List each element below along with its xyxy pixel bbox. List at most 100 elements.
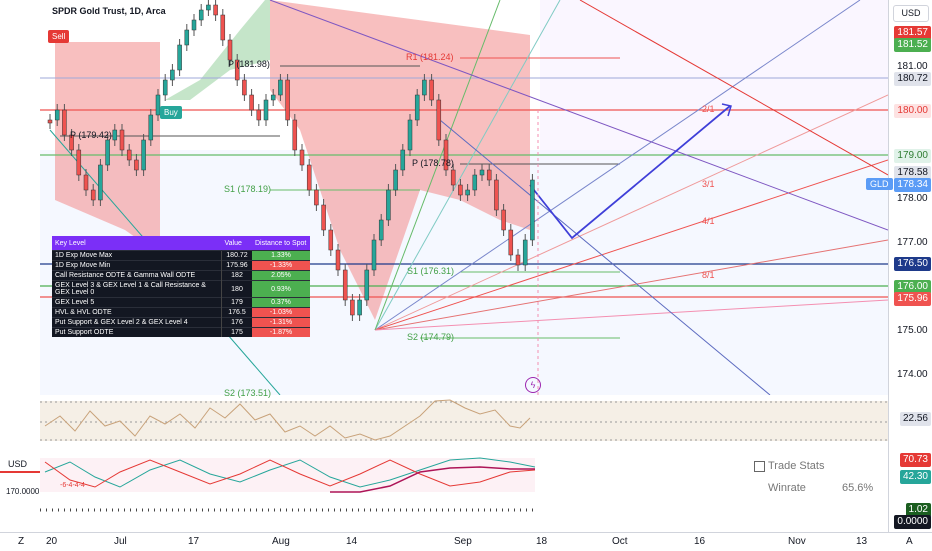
- time-label: Nov: [788, 536, 806, 547]
- signal-dots-pane[interactable]: [0, 500, 888, 532]
- candle-body: [62, 109, 67, 136]
- indicator-pane[interactable]: USD 170.0000 -6-4-4-4 Trade Stats Winrat…: [0, 452, 888, 500]
- candle-body: [234, 59, 240, 81]
- candle-body: [357, 299, 362, 316]
- key-level-distance: -1.33%: [252, 260, 310, 271]
- candle-body: [220, 14, 226, 41]
- key-level-row: HVL & HVL ODTE 176.5 -1.03%: [52, 307, 310, 318]
- key-level-value: 180: [221, 280, 252, 298]
- buy-signal-badge: Buy: [160, 106, 182, 119]
- candle-body: [386, 189, 391, 221]
- key-level-row: GEX Level 3 & GEX Level 1 & Call Resista…: [52, 280, 310, 298]
- time-label: Jul: [114, 536, 127, 547]
- key-level-distance: 2.05%: [252, 270, 310, 281]
- candle-body: [148, 114, 154, 141]
- key-level-distance: -1.31%: [252, 317, 310, 328]
- candle-body: [155, 94, 161, 116]
- time-label: Aug: [272, 536, 290, 547]
- sell-signal-badge: Sell: [48, 30, 70, 43]
- price-label: 22.56: [899, 412, 931, 426]
- trade-stats-title: Trade Stats: [768, 460, 825, 472]
- candle-body: [530, 179, 535, 241]
- candle-body: [213, 4, 218, 16]
- candle-body: [479, 169, 485, 176]
- candle-body: [350, 299, 355, 316]
- zoom-icon[interactable]: Z: [18, 536, 25, 547]
- indicator-left-value: 170.0000: [6, 487, 40, 496]
- candle-body: [112, 129, 118, 141]
- key-level-label: Put Support ODTE: [52, 327, 222, 337]
- price-label: 179.00: [894, 149, 931, 163]
- candle-body: [400, 149, 406, 171]
- key-level-distance: -1.87%: [252, 327, 310, 337]
- header-value: Value: [221, 236, 252, 251]
- pivot-label-3: P (178.78): [412, 158, 454, 168]
- time-label: 20: [46, 536, 58, 547]
- key-level-distance: 1.33%: [252, 250, 310, 261]
- auto-scale-button[interactable]: A: [906, 536, 913, 547]
- candle-body: [270, 94, 276, 101]
- candle-body: [335, 249, 341, 271]
- candle-body: [314, 189, 319, 206]
- price-label: 178.58: [894, 166, 931, 180]
- candle-body: [134, 159, 139, 171]
- time-axis[interactable]: Z 20 Jul 17 Aug 14 Sep 18 Oct 16 Nov 13 …: [0, 532, 932, 551]
- indicator-usd-label: USD: [8, 459, 28, 469]
- candle-body: [328, 229, 334, 251]
- candle-body: [292, 119, 298, 151]
- key-level-row: Put Support ODTE 175 -1.87%: [52, 327, 310, 337]
- candle-body: [98, 164, 103, 201]
- time-label: 18: [536, 536, 548, 547]
- time-label: 14: [346, 536, 358, 547]
- candle-body: [184, 29, 190, 46]
- candle-body: [47, 119, 53, 124]
- price-tick: 175.00: [897, 325, 928, 336]
- r1-label: R1 (181.24): [406, 52, 454, 62]
- time-label: 13: [856, 536, 868, 547]
- candle-body: [508, 229, 514, 256]
- key-level-value: 179: [221, 297, 252, 308]
- price-label: 176.50: [894, 257, 931, 271]
- key-level-distance: 0.37%: [252, 297, 310, 308]
- indicator-sub-value: -6-4-4-4: [60, 482, 85, 489]
- key-level-row: 1D Exp Move Min 175.96 -1.33%: [52, 260, 310, 271]
- key-level-label: GEX Level 5: [52, 297, 222, 308]
- price-tick: 178.00: [897, 193, 928, 204]
- price-label: 0.0000: [894, 515, 931, 529]
- price-label: 180.72: [894, 72, 931, 86]
- candle-body: [501, 209, 506, 231]
- signal-dots-canvas: [40, 508, 535, 512]
- s2b-label: S2 (173.51): [224, 388, 272, 398]
- candle-body: [429, 79, 434, 101]
- price-label: 181.57: [894, 26, 931, 40]
- candle-body: [83, 174, 89, 191]
- price-scale[interactable]: USD 181.00 178.00 177.00 175.00 174.00 1…: [888, 0, 932, 532]
- candle-body: [278, 79, 283, 96]
- time-label: 17: [188, 536, 200, 547]
- candle-body: [105, 139, 110, 166]
- candle-body: [141, 139, 146, 171]
- candle-body: [299, 149, 305, 166]
- header-distance: Distance to Spot: [252, 236, 310, 251]
- header-key-level: Key Level: [52, 236, 222, 251]
- main-chart-pane[interactable]: SPDR Gold Trust, 1D, Arca Sell Buy P (18…: [0, 0, 889, 398]
- key-level-distance: 0.93%: [252, 280, 310, 298]
- gann-label-21: 2/1: [702, 104, 715, 114]
- price-label: 70.73: [899, 453, 931, 467]
- price-label: 175.96: [894, 292, 931, 306]
- key-level-value: 180.72: [221, 250, 252, 261]
- lightning-event-icon[interactable]: ϟ: [525, 377, 541, 393]
- candle-body: [227, 39, 233, 61]
- price-label: 42.30: [899, 470, 931, 484]
- trade-stats-checkbox[interactable]: [754, 461, 765, 472]
- s1-label-b: S1 (176.31): [407, 266, 455, 276]
- key-level-value: 175: [221, 327, 252, 337]
- candle-body: [170, 69, 175, 81]
- key-level-row: GEX Level 5 179 0.37%: [52, 297, 310, 308]
- key-level-row: 1D Exp Move Max 180.72 1.33%: [52, 250, 310, 261]
- currency-button[interactable]: USD: [893, 5, 929, 22]
- candle-body: [458, 184, 463, 196]
- oscillator-pane[interactable]: [0, 396, 888, 446]
- gann-label-81: 8/1: [702, 270, 715, 280]
